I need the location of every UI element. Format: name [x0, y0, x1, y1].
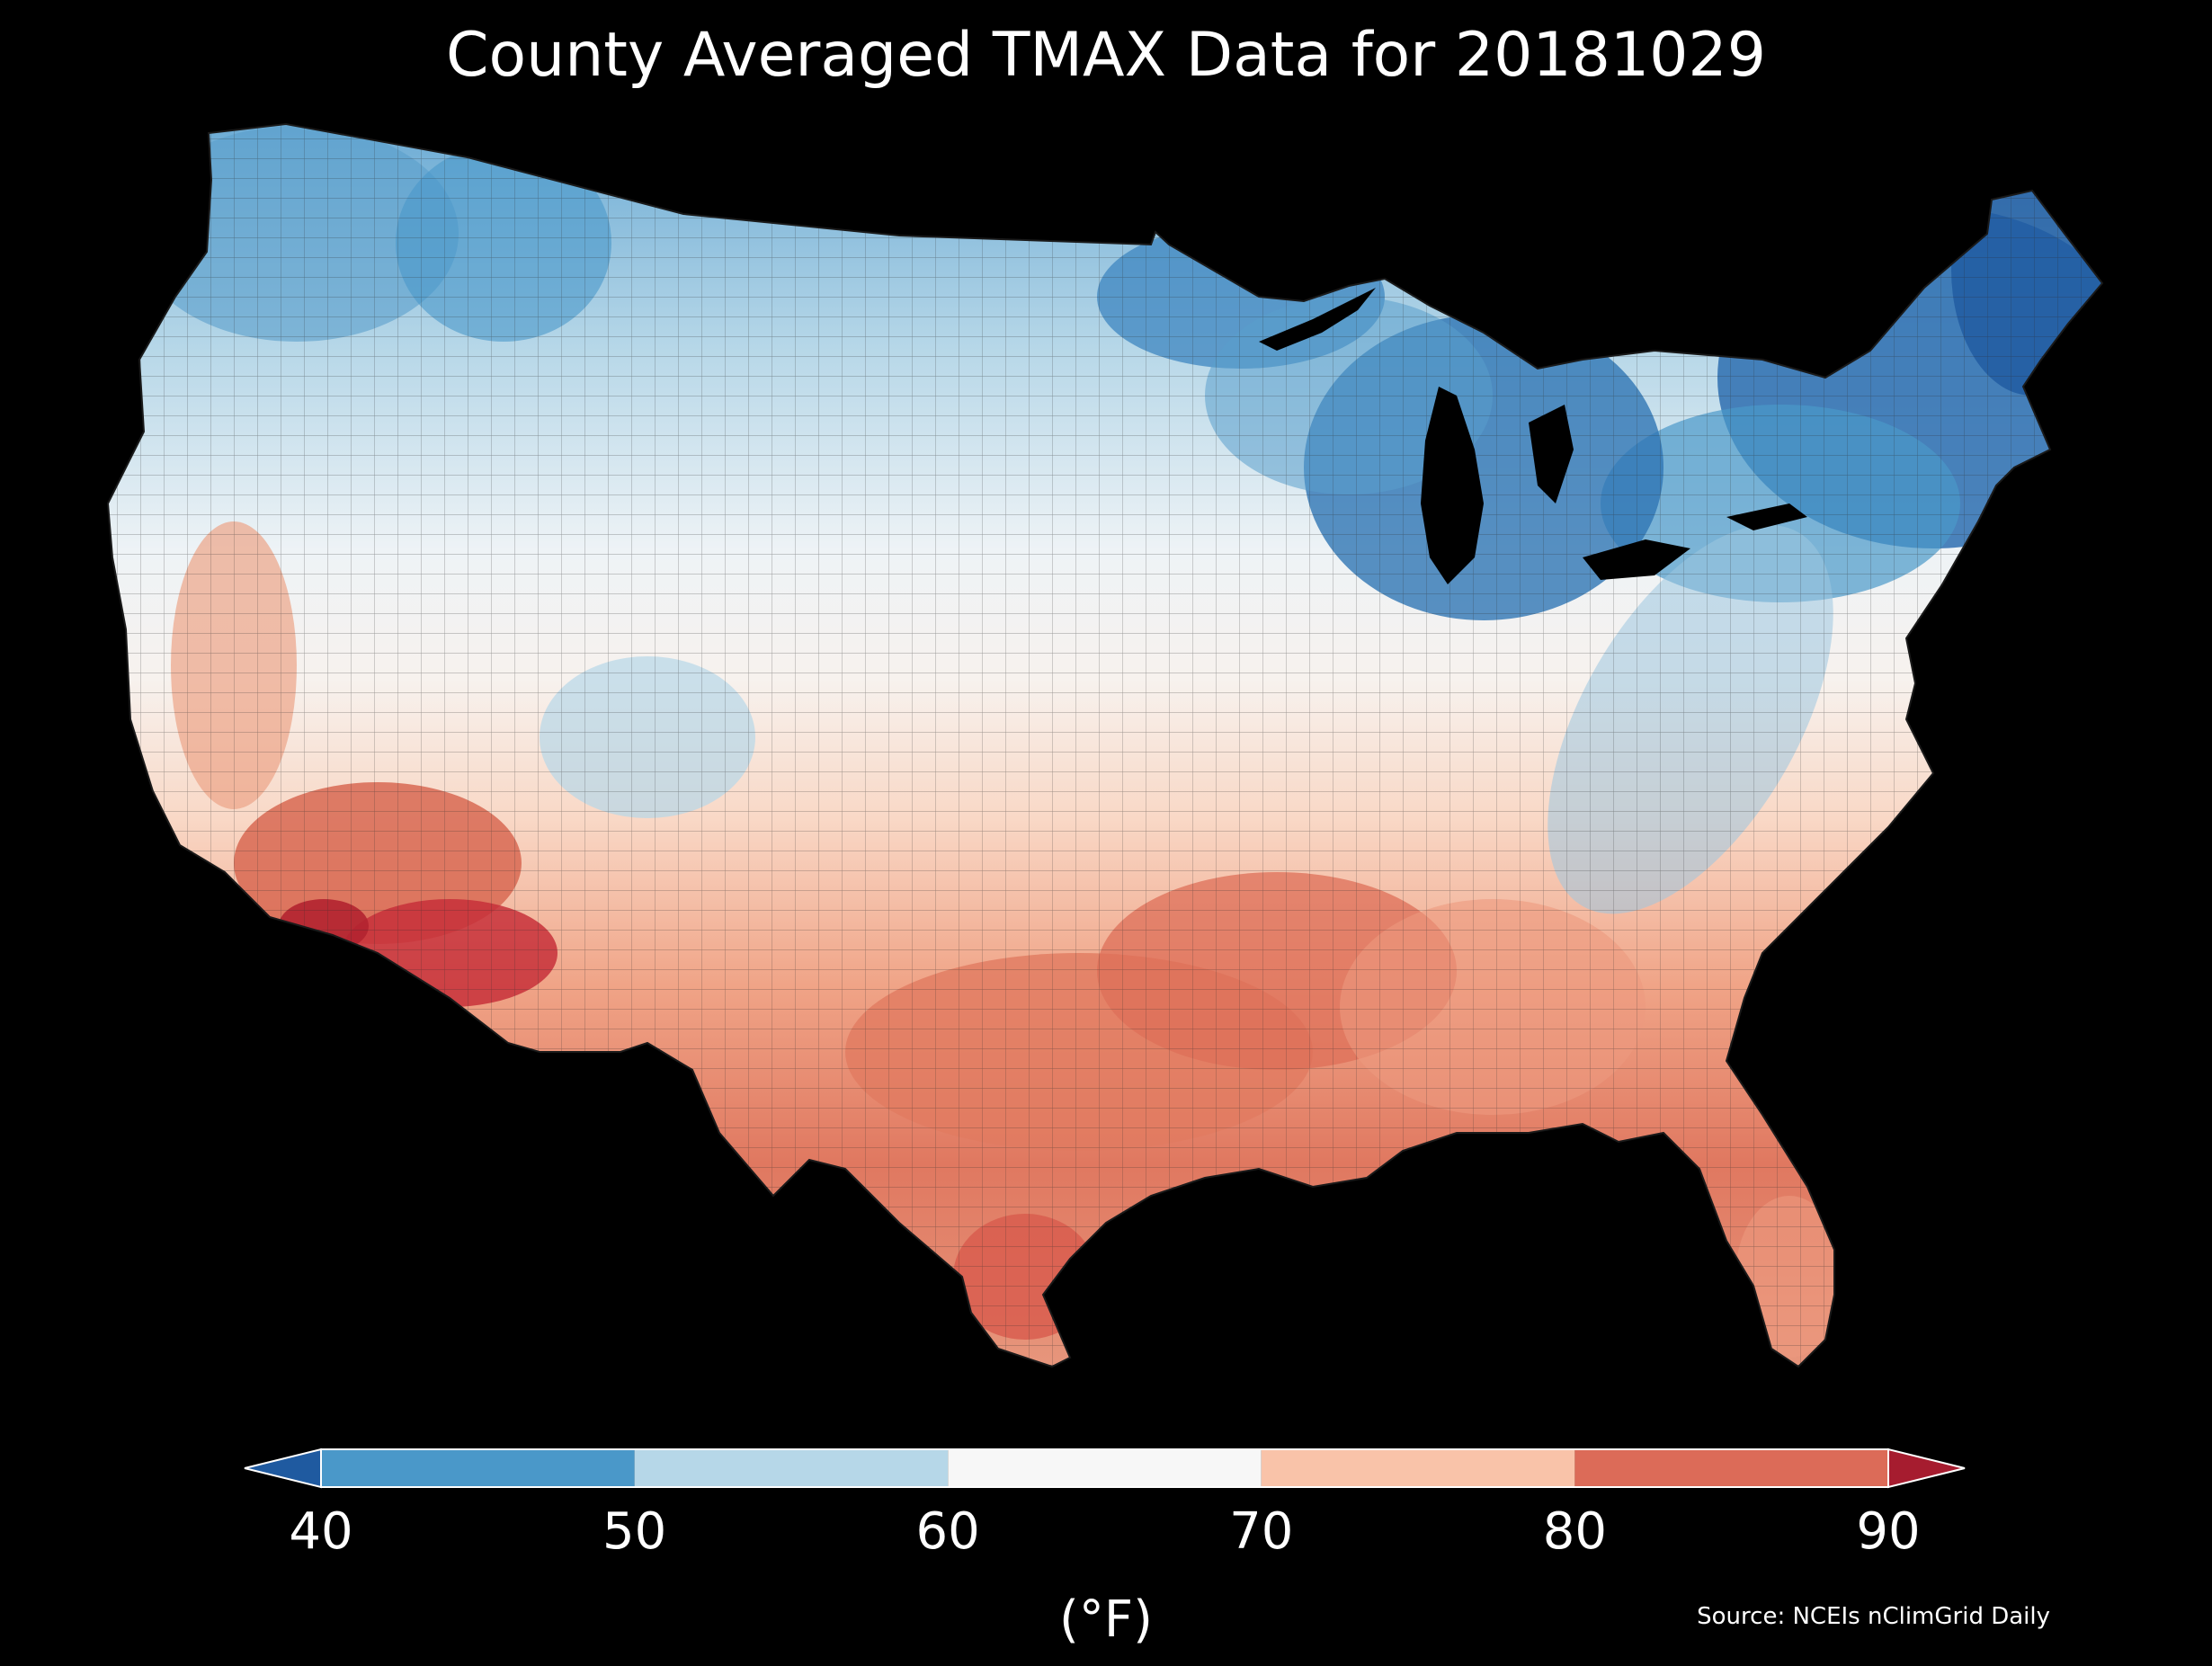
colorbar-bin-2	[948, 1449, 1262, 1487]
great-lakes	[1259, 288, 1807, 584]
colorbar-tick-90: 90	[1856, 1502, 1921, 1561]
colorbar-outline	[320, 1448, 1889, 1488]
colorbar-bin-4	[1574, 1449, 1888, 1487]
lake-michigan	[1421, 387, 1484, 584]
colorbar-tick-40: 40	[289, 1502, 353, 1561]
lake-superior	[1259, 288, 1376, 351]
colorbar-tick-80: 80	[1542, 1502, 1608, 1561]
colorbar-bin-1	[634, 1449, 949, 1487]
lake-huron	[1529, 405, 1574, 503]
colorbar-bin-3	[1261, 1449, 1575, 1487]
colorbar-bin-0	[321, 1449, 635, 1487]
lake-ontario	[1726, 503, 1807, 530]
map-title: County Averaged TMAX Data for 20181029	[446, 20, 1766, 91]
colorbar-over-arrow	[1887, 1448, 1966, 1489]
colorbar-under-arrow	[244, 1448, 322, 1489]
colorbar-tick-60: 60	[915, 1502, 980, 1561]
colorbar-tick-70: 70	[1229, 1502, 1294, 1561]
source-credit: Source: NCEIs nClimGrid Daily	[1697, 1603, 2050, 1630]
lake-erie	[1583, 539, 1690, 580]
colorbar-tick-50: 50	[602, 1502, 667, 1561]
colorbar-bins	[244, 1448, 1966, 1489]
colorbar-unit: (°F)	[1059, 1590, 1153, 1649]
